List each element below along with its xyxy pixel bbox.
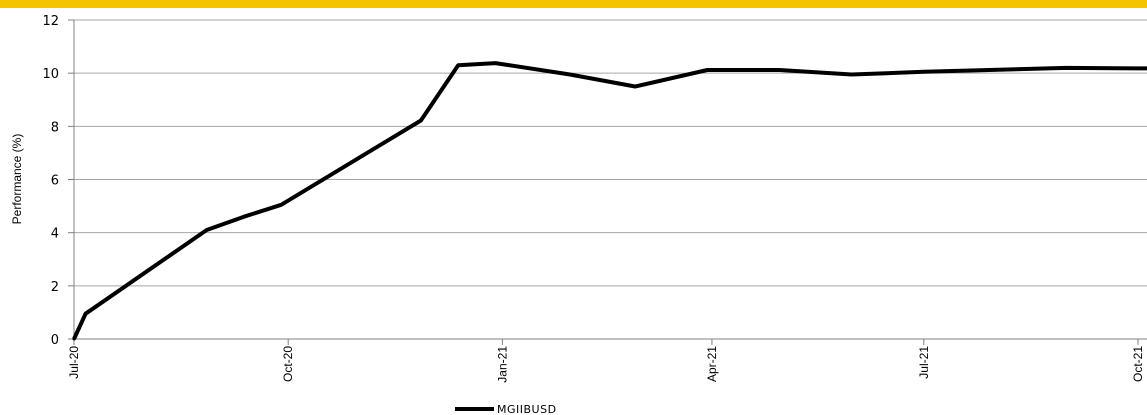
axis-layer: 0 2 4 6 8 10 12 Jul-20 Oct-20 Jan-21 Apr-21 Jul-21 O…: [42, 14, 1147, 383]
x-tick-label-oct-20: Oct-20: [281, 346, 295, 382]
data-point-0-15: [1134, 66, 1138, 70]
data-point-0-11: [777, 68, 781, 72]
data-point-0-3: [242, 215, 246, 219]
data-point-0-2: [205, 228, 209, 232]
x-tick-label-jan-21: Jan-21: [495, 346, 509, 383]
legend-label-mgiibusd: MGIIBUSD: [497, 403, 557, 415]
grid-layer: [74, 19, 1147, 287]
data-point-0-0: [72, 337, 76, 341]
y-axis-title: Performance (%): [10, 134, 24, 225]
y-tick-label-6: 6: [51, 174, 59, 189]
y-tick-label-4: 4: [51, 227, 59, 242]
data-point-0-12: [850, 72, 854, 76]
data-point-0-5: [419, 118, 423, 122]
y-tick-label-8: 8: [51, 120, 59, 135]
data-point-0-9: [633, 84, 637, 88]
data-point-0-4: [279, 203, 283, 207]
y-tick-label-2: 2: [51, 280, 59, 295]
series-layer: [72, 61, 1147, 341]
y-tick-label-12: 12: [42, 14, 59, 29]
top-accent-bar: [0, 0, 1147, 8]
x-tick-label-apr-21: Apr-21: [705, 346, 719, 382]
y-tick-label-0: 0: [51, 333, 59, 348]
data-point-0-13: [922, 70, 926, 74]
data-point-0-8: [568, 72, 572, 76]
data-point-0-7: [493, 61, 497, 65]
y-tick-label-10: 10: [42, 67, 59, 82]
data-point-0-6: [456, 63, 460, 67]
data-point-0-1: [84, 312, 88, 316]
data-point-0-10: [705, 68, 709, 72]
legend: MGIIBUSD: [455, 403, 557, 415]
x-tick-label-jul-21: Jul-21: [917, 346, 931, 379]
data-point-0-14: [1064, 66, 1068, 70]
x-tick-label-jul-20: Jul-20: [67, 346, 81, 379]
x-tick-label-oct-21: Oct-21: [1131, 346, 1145, 382]
series-line-mgiibusd: [72, 61, 1147, 340]
